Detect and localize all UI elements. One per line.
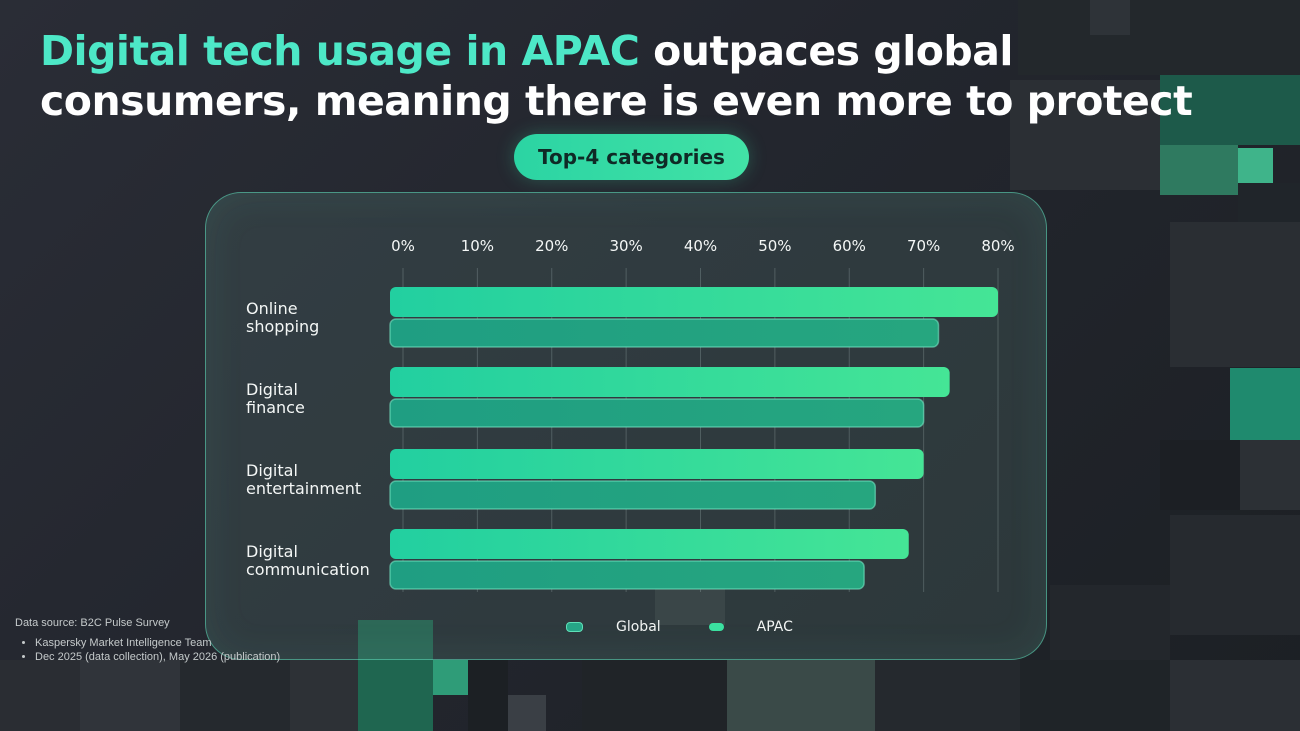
title-highlight: Digital tech usage in APAC — [40, 27, 640, 75]
bar-apac — [390, 367, 950, 397]
data-source-footnote: Data source: B2C Pulse Survey Kaspersky … — [15, 616, 315, 664]
bar-global — [389, 398, 925, 428]
bar-global — [389, 318, 940, 348]
category-label-online-shopping: Online shopping — [246, 299, 320, 336]
bar-apac — [390, 287, 998, 317]
x-tick-label: 20% — [535, 237, 568, 255]
x-tick-label: 0% — [391, 237, 415, 255]
footnote-source: Data source: B2C Pulse Survey — [15, 617, 170, 629]
legend-item-apac: APAC — [708, 619, 793, 635]
footnote-item: Dec 2025 (data collection), May 2026 (pu… — [35, 650, 315, 664]
footnote-list: Kaspersky Market Intelligence Team Dec 2… — [15, 636, 315, 664]
page-title: Digital tech usage in APAC outpaces glob… — [40, 26, 1260, 126]
x-tick-label: 80% — [981, 237, 1014, 255]
legend-swatch-apac — [708, 623, 724, 631]
bar-apac — [390, 529, 909, 559]
category-label-digital-entertainment: Digital entertainment — [246, 461, 362, 498]
footnote-item: Kaspersky Market Intelligence Team — [35, 636, 315, 650]
chart-legend: Global APAC — [566, 617, 841, 637]
legend-label-global: Global — [616, 619, 661, 635]
x-tick-label: 70% — [907, 237, 940, 255]
category-label-digital-finance: Digital finance — [246, 380, 305, 417]
categories-badge: Top-4 categories — [514, 134, 749, 180]
title-rest: outpaces global consumers, meaning there… — [40, 27, 1193, 125]
x-tick-label: 50% — [758, 237, 791, 255]
x-tick-label: 60% — [833, 237, 866, 255]
bar-global — [389, 560, 865, 590]
bar-apac — [390, 449, 924, 479]
bar-global — [389, 480, 877, 510]
category-label-digital-communication: Digital communication — [246, 542, 370, 579]
x-tick-label: 10% — [461, 237, 494, 255]
x-tick-label: 40% — [684, 237, 717, 255]
x-tick-label: 30% — [609, 237, 642, 255]
legend-item-global: Global — [566, 619, 661, 635]
legend-swatch-global — [566, 622, 583, 632]
legend-label-apac: APAC — [756, 619, 793, 635]
